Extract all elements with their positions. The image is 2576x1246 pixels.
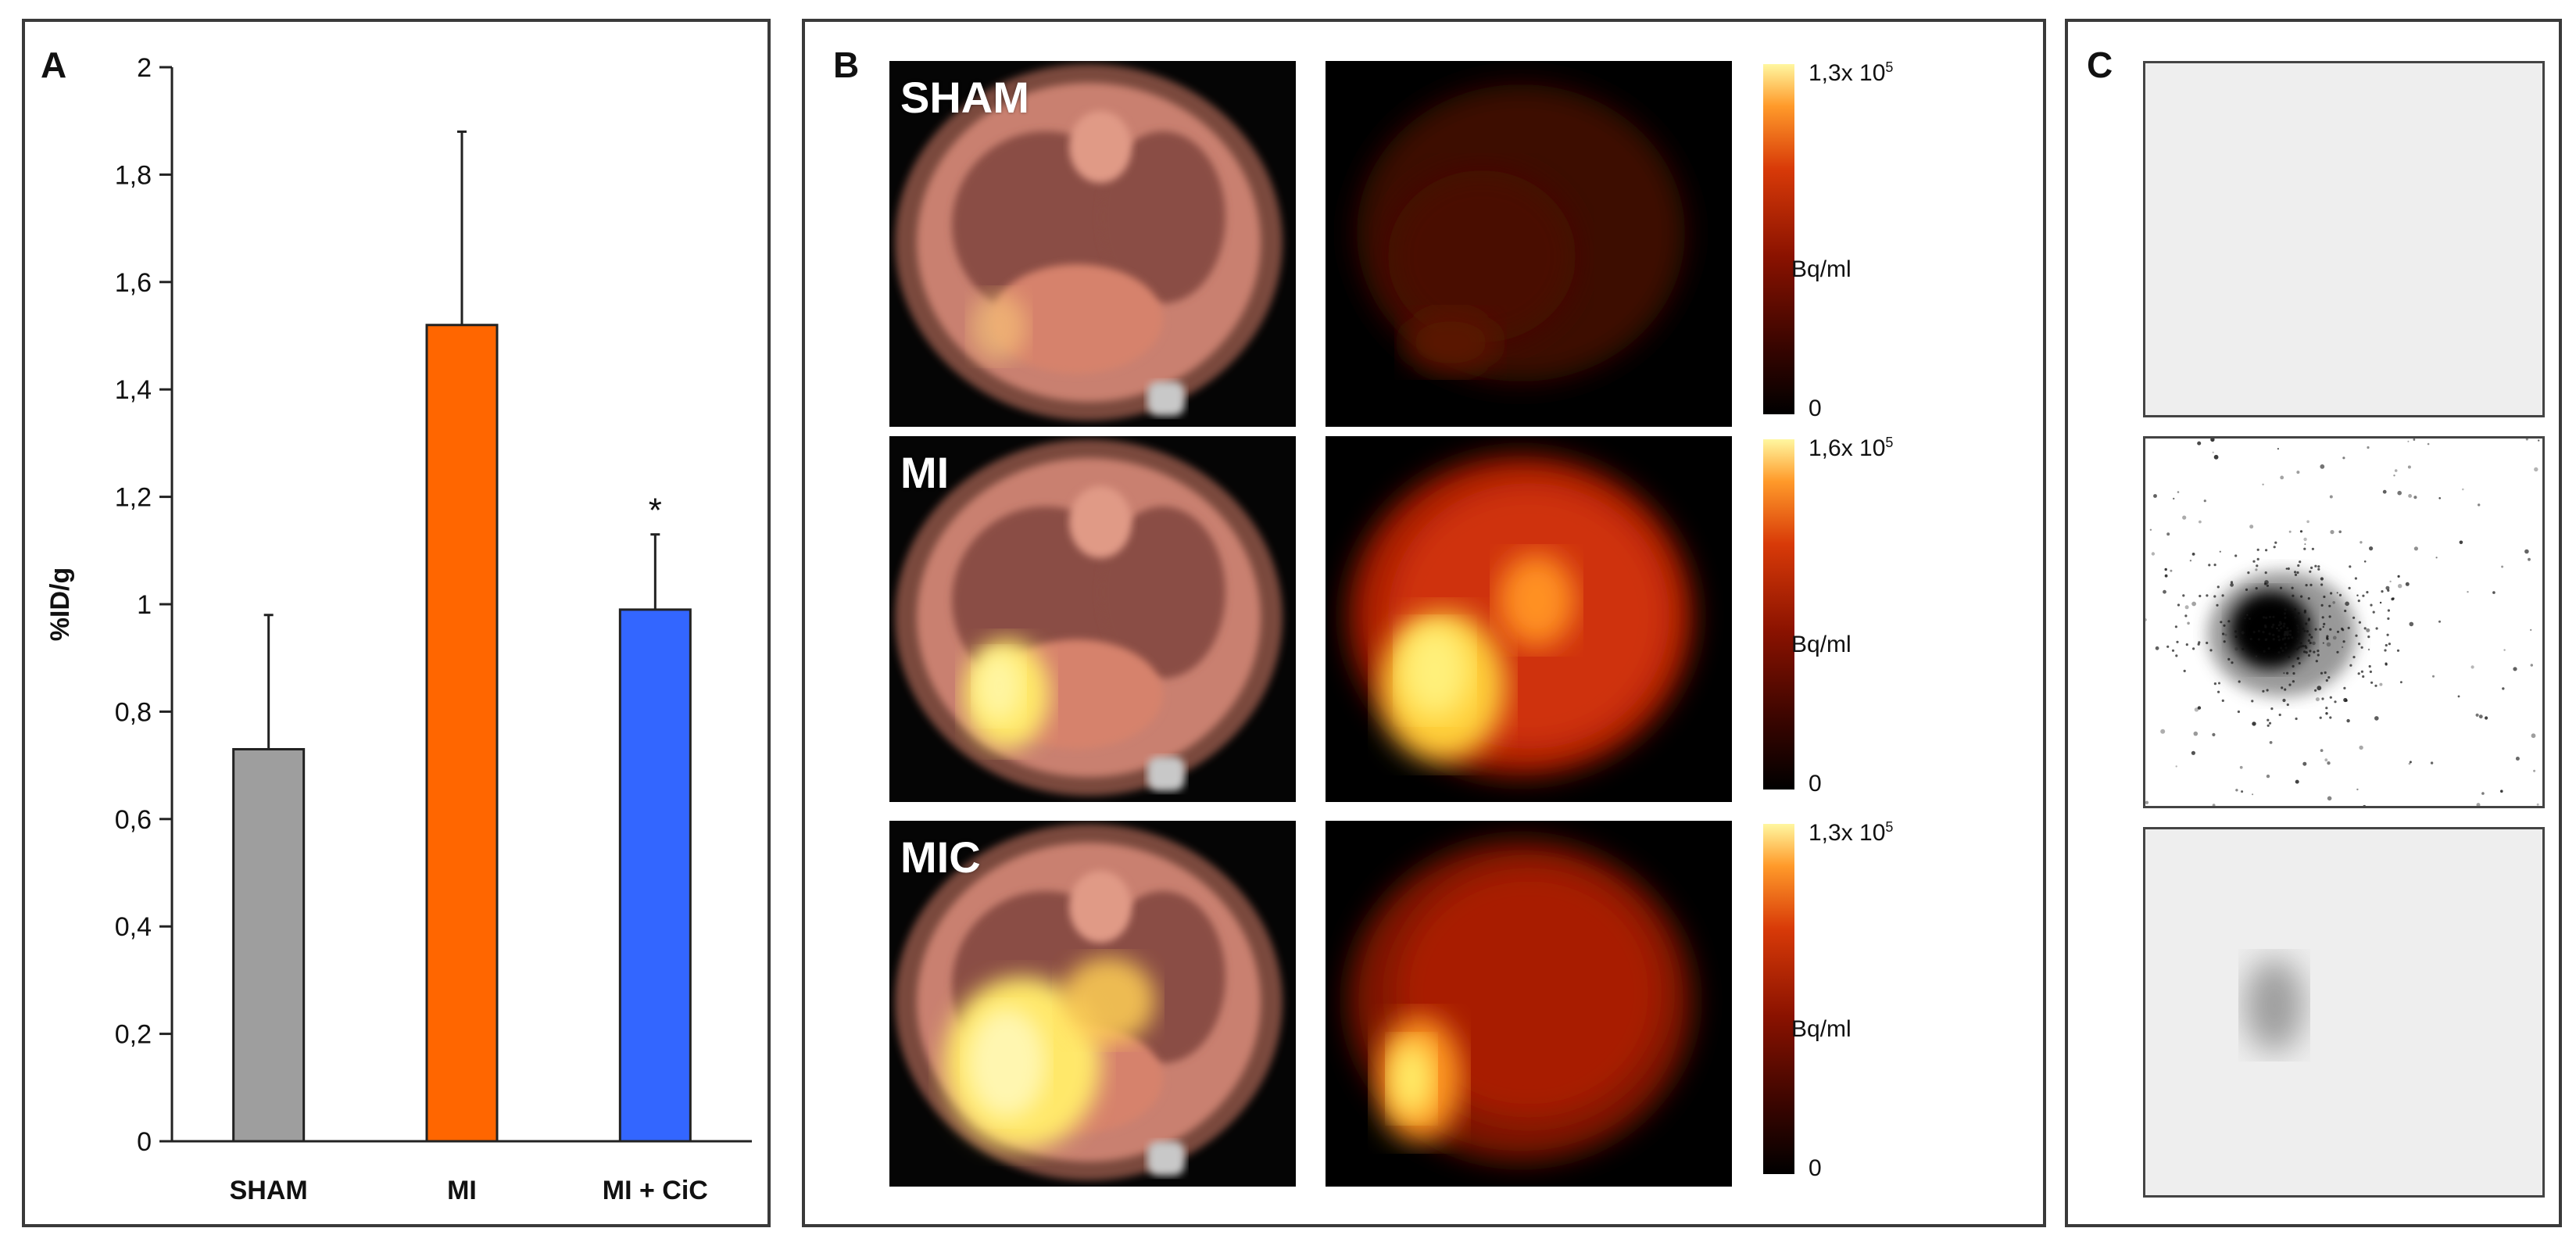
colorbar-max-label: 1,3x 105 bbox=[1809, 59, 1893, 87]
panel-a-letter: A bbox=[41, 45, 67, 85]
chart-labels: 0 0,2 0,4 0,6 0,8 1 1,2 1,4 1,6 1,8 2 %ID/g SHAM MI MI… bbox=[45, 53, 708, 1205]
colorbar-unit-label: Bq/ml bbox=[1791, 632, 1852, 657]
colorbar-max-exponent: 5 bbox=[1885, 435, 1894, 450]
y-tick-label: 1,4 bbox=[115, 375, 152, 405]
pet-ct-image-sham: SHAM bbox=[889, 61, 1296, 427]
colorbar-max-mantissa: 1,6x 10 bbox=[1809, 435, 1886, 461]
colorbar bbox=[1763, 439, 1794, 789]
y-tick-label: 1,2 bbox=[115, 483, 152, 513]
panel-b-letter: B bbox=[833, 45, 860, 85]
y-tick-label: 1 bbox=[137, 590, 152, 620]
colorbar-max-mantissa: 1,3x 10 bbox=[1809, 60, 1886, 86]
pet-image-mi bbox=[1326, 436, 1732, 802]
y-tick-label: 0,4 bbox=[115, 912, 152, 942]
colorbar-zero-label: 0 bbox=[1809, 396, 1822, 421]
y-tick-label: 0,2 bbox=[115, 1020, 152, 1050]
colorbar-zero-label: 0 bbox=[1809, 1155, 1822, 1181]
colorbar bbox=[1763, 824, 1794, 1174]
y-tick-label: 1,8 bbox=[115, 160, 152, 190]
row-label: MI bbox=[900, 448, 950, 497]
y-tick-label: 0,6 bbox=[115, 805, 152, 835]
colorbar bbox=[1763, 64, 1794, 414]
pet-image-sham bbox=[1326, 61, 1732, 427]
y-axis-label: %ID/g bbox=[45, 568, 75, 641]
colorbar-max-exponent: 5 bbox=[1885, 819, 1894, 835]
panel-a: A 0 0,2 0,4 0,6 0,8 1 1,2 1,4 1,6 1,8 2 %ID/g SHAM MI… bbox=[22, 19, 771, 1227]
colorbar-zero-label: 0 bbox=[1809, 771, 1822, 797]
x-tick-label: MI + CiC bbox=[603, 1176, 708, 1205]
autoradiograph-sham bbox=[2143, 61, 2545, 417]
chart-bars bbox=[232, 130, 692, 1143]
row-label: MIC bbox=[900, 832, 981, 882]
bar-mi-cic bbox=[618, 608, 692, 1143]
y-tick-label: 0 bbox=[137, 1127, 152, 1157]
y-tick-label: 1,6 bbox=[115, 268, 152, 298]
colorbar-max-label: 1,3x 105 bbox=[1809, 819, 1893, 847]
colorbar-unit-label: Bq/ml bbox=[1791, 256, 1852, 282]
x-tick-label: SHAM bbox=[230, 1176, 308, 1205]
significance-marker: * bbox=[649, 492, 662, 530]
autoradiograph-mic bbox=[2143, 827, 2545, 1198]
y-tick-label: 2 bbox=[137, 53, 152, 83]
y-tick-label: 0,8 bbox=[115, 697, 152, 727]
panel-c-letter: C bbox=[2087, 45, 2113, 85]
autoradiograph-mi bbox=[2143, 436, 2545, 808]
bar-chart: 0 0,2 0,4 0,6 0,8 1 1,2 1,4 1,6 1,8 2 %ID/g SHAM MI MI… bbox=[45, 53, 752, 1205]
pet-ct-image-mi: MI bbox=[889, 436, 1296, 802]
bar-mi bbox=[425, 324, 499, 1143]
panel-b: B SHAM 1,3x 105 Bq/ml 0 MI 1,6x 105 Bq/ml 0 MIC 1… bbox=[802, 19, 2046, 1227]
colorbar-unit-label: Bq/ml bbox=[1791, 1016, 1852, 1042]
bar-sham bbox=[232, 747, 306, 1143]
panel-c: C bbox=[2065, 19, 2562, 1227]
x-tick-label: MI bbox=[447, 1176, 477, 1205]
pet-image-mic bbox=[1326, 821, 1732, 1187]
colorbar-max-label: 1,6x 105 bbox=[1809, 435, 1893, 462]
colorbar-max-mantissa: 1,3x 10 bbox=[1809, 820, 1886, 846]
pet-ct-image-mic: MIC bbox=[889, 821, 1296, 1187]
row-label: SHAM bbox=[900, 73, 1029, 122]
colorbar-max-exponent: 5 bbox=[1885, 59, 1894, 75]
